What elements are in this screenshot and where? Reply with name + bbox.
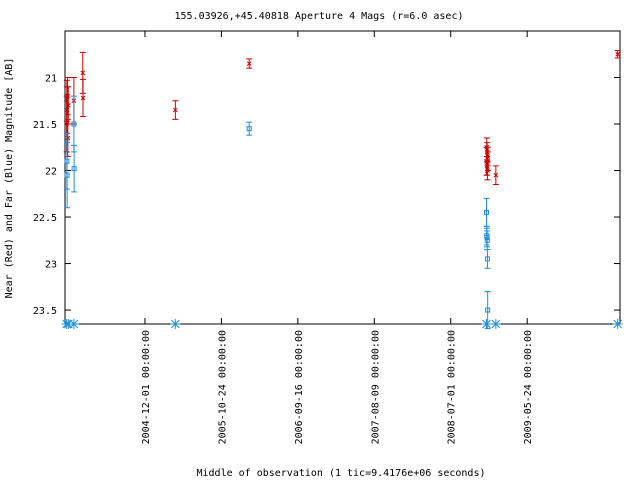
- data-point-near: [615, 51, 621, 57]
- observation-marker: [481, 319, 492, 329]
- plot-area: [64, 30, 621, 325]
- data-point-far: [246, 126, 252, 132]
- data-point-far: [64, 172, 70, 178]
- data-point-stroke: [65, 103, 71, 108]
- data-point-stroke: [485, 158, 491, 164]
- data-point-far: [485, 307, 491, 313]
- data-point-near: [80, 70, 86, 76]
- x-axis: 2004-12-01 00:00:00 2005-10-24 00:00:00 20…: [141, 31, 534, 444]
- observation-marker: [490, 319, 501, 329]
- x-tick-label: 2008-07-01 00:00:00: [447, 330, 458, 444]
- y-axis: 21 21.5 22 22.5 23 23.5: [33, 74, 620, 317]
- data-point-stroke: [246, 61, 252, 66]
- y-tick-label: 23: [45, 260, 57, 271]
- y-axis-label: Near (Red) and Far (Blue) Magnitude [AB]: [4, 58, 15, 299]
- data-point-near: [172, 107, 178, 113]
- data-point-stroke: [493, 172, 499, 178]
- observation-stroke: [69, 319, 79, 329]
- x-tick-label: 2004-12-01 00:00:00: [141, 330, 152, 444]
- data-point-stroke: [615, 51, 621, 57]
- x-axis-label: Middle of observation (1 tic=9.4176e+06 …: [197, 468, 486, 479]
- data-point-far: [484, 209, 490, 215]
- data-point-near: [65, 93, 70, 99]
- y-tick-label: 22: [45, 167, 57, 178]
- data-point-stroke: [80, 95, 86, 101]
- observation-stroke: [613, 319, 623, 329]
- observation-marker: [68, 319, 79, 329]
- data-marks: [63, 50, 621, 330]
- y-tick-label: 21.5: [33, 120, 57, 131]
- data-point-far: [71, 166, 77, 172]
- y-tick-label: 23.5: [33, 306, 57, 317]
- data-point-near: [493, 172, 499, 178]
- observation-stroke: [491, 319, 501, 329]
- data-point-near: [246, 61, 252, 66]
- data-point-far: [71, 121, 77, 127]
- y-tick-label: 21: [45, 74, 57, 85]
- observation-stroke: [170, 319, 180, 329]
- x-tick-label: 2007-08-09 00:00:00: [370, 330, 381, 444]
- data-point-near: [65, 103, 71, 108]
- x-tick-label: 2005-10-24 00:00:00: [217, 330, 228, 444]
- observation-stroke: [482, 319, 491, 329]
- chart-title: 155.03926,+45.40818 Aperture 4 Mags (r=6…: [175, 11, 464, 22]
- observation-markers: [61, 319, 623, 329]
- data-point-far: [484, 237, 490, 243]
- x-tick-label: 2006-09-16 00:00:00: [294, 330, 305, 444]
- data-point-stroke: [80, 70, 86, 76]
- data-point-stroke: [172, 107, 178, 113]
- observation-marker: [170, 319, 181, 329]
- data-point-near: [80, 95, 86, 101]
- y-tick-label: 22.5: [33, 213, 57, 224]
- x-tick-label: 2009-05-24 00:00:00: [523, 330, 534, 444]
- data-point-near: [485, 158, 491, 164]
- data-point-far: [484, 256, 490, 262]
- data-point-stroke: [65, 93, 70, 99]
- observation-marker: [612, 319, 623, 329]
